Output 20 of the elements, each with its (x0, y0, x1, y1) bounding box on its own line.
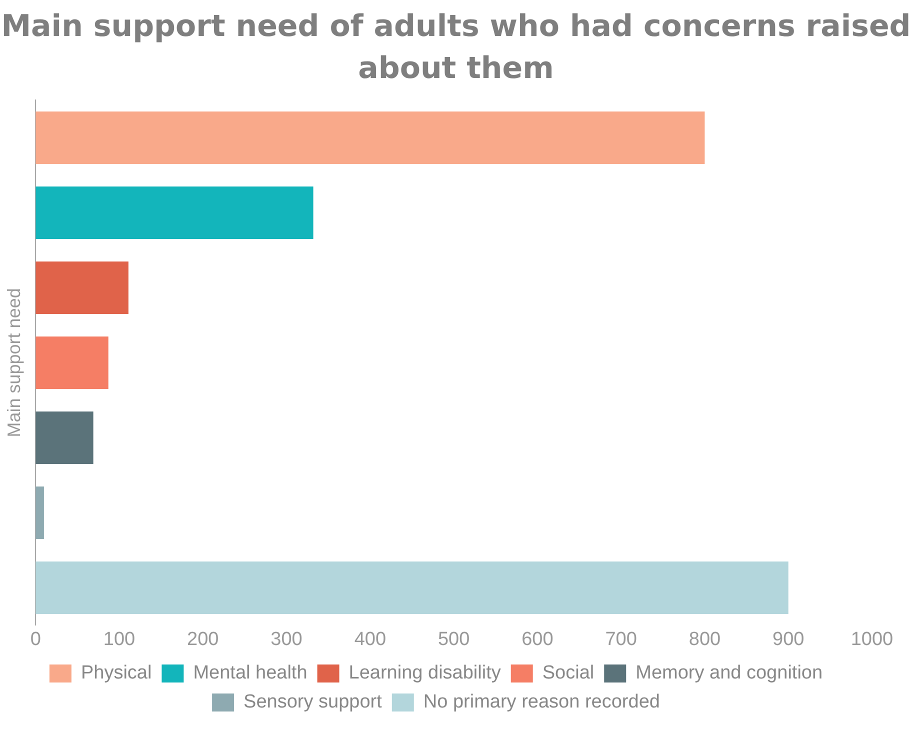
x-tick-label: 800 (688, 628, 721, 650)
x-tick-label: 200 (187, 628, 219, 650)
x-tick-label: 900 (772, 628, 804, 650)
legend-label: Physical (80, 662, 152, 684)
x-tick-label: 1000 (850, 628, 894, 650)
y-axis-title: Main support need (4, 288, 24, 438)
legend-label: Memory and cognition (636, 662, 823, 684)
legend-label: Learning disability (348, 662, 502, 684)
x-tick-label: 300 (270, 628, 302, 650)
legend-label: No primary reason recorded (423, 692, 660, 713)
x-tick-label: 0 (30, 628, 41, 650)
legend-label: Social (542, 662, 594, 684)
legend-label: Mental health (193, 662, 308, 684)
x-tick-label: 400 (354, 628, 386, 650)
legend-label: Sensory support (244, 692, 383, 713)
x-tick-label: 700 (605, 628, 637, 650)
chart-title: Main support need of adults who had concerns raised about them (0, 8, 912, 88)
x-tick-label: 600 (522, 628, 554, 650)
x-tick-label: 100 (103, 628, 136, 650)
x-tick-label: 500 (438, 628, 470, 650)
